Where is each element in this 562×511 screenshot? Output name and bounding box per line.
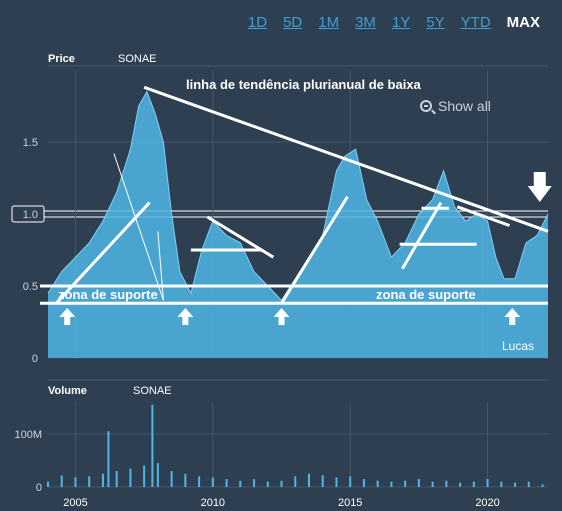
- volume-bar: [321, 475, 324, 487]
- x-tick-label: 2005: [63, 497, 87, 509]
- price-tick-label: 0.5: [23, 281, 38, 293]
- volume-bar: [115, 471, 118, 487]
- price-tick-label: 1.5: [23, 137, 38, 149]
- volume-bar: [266, 481, 269, 487]
- volume-bar: [362, 479, 365, 487]
- range-5d-button[interactable]: 5D: [283, 14, 303, 31]
- volume-bar: [404, 480, 407, 487]
- volume-bar: [390, 481, 393, 487]
- volume-bar: [60, 475, 63, 487]
- annotation-stroke: [401, 201, 443, 270]
- range-3m-button[interactable]: 3M: [355, 14, 376, 31]
- volume-bar: [280, 480, 283, 487]
- price-axis-title: Price: [48, 53, 75, 65]
- volume-bar: [129, 468, 132, 487]
- volume-bar: [349, 476, 352, 487]
- volume-bar: [239, 480, 242, 487]
- range-1m-button[interactable]: 1M: [318, 14, 340, 31]
- volume-bar: [459, 482, 462, 487]
- annotation-stroke: [280, 195, 349, 305]
- show-all-button[interactable]: Show all: [420, 98, 491, 114]
- x-tick-label: 2010: [201, 497, 225, 509]
- volume-bar: [156, 463, 159, 487]
- trendline-label: linha de tendência plurianual de baixa: [186, 77, 422, 92]
- price-tick-label: 1.0: [23, 209, 38, 221]
- zoom-out-icon: [420, 100, 432, 112]
- volume-bar: [335, 477, 338, 487]
- price-tick-label: 0: [32, 353, 38, 365]
- annotation-stroke: [55, 201, 151, 305]
- volume-bar: [472, 481, 475, 487]
- up-arrow-icon: [177, 308, 194, 325]
- downtrend-line: [143, 85, 549, 233]
- lucas-label: Lucas: [502, 339, 534, 353]
- volume-bar: [225, 479, 228, 487]
- volume-bar: [294, 476, 297, 487]
- volume-bar: [184, 473, 187, 487]
- up-arrow-icon: [504, 308, 521, 325]
- volume-bar: [74, 477, 77, 487]
- range-selector: 1D 5D 1M 3M 1Y 5Y YTD MAX: [232, 14, 540, 31]
- range-1y-button[interactable]: 1Y: [391, 14, 411, 31]
- volume-bar: [47, 481, 49, 487]
- volume-bar: [107, 431, 110, 487]
- down-arrow-icon: [527, 172, 552, 202]
- volume-bar: [514, 482, 517, 487]
- volume-bar: [170, 471, 173, 487]
- volume-tick-label: 0: [36, 482, 42, 494]
- range-max-button[interactable]: MAX: [506, 14, 540, 31]
- volume-bar: [486, 479, 489, 487]
- up-arrow-icon: [273, 308, 290, 325]
- price-highlight-box: [11, 205, 45, 223]
- x-tick-label: 2020: [475, 497, 499, 509]
- volume-axis-title: Volume: [48, 385, 87, 397]
- range-1d-button[interactable]: 1D: [247, 14, 268, 31]
- volume-bar: [253, 479, 256, 487]
- show-all-label: Show all: [438, 98, 491, 114]
- annotation-stroke: [456, 205, 511, 227]
- range-ytd-button[interactable]: YTD: [460, 14, 491, 31]
- volume-bar: [431, 481, 434, 487]
- up-arrow-icon: [59, 308, 76, 325]
- volume-bar: [541, 484, 544, 487]
- volume-bar: [211, 477, 214, 487]
- price-series-label: SONAE: [118, 53, 157, 65]
- volume-bar: [376, 480, 379, 487]
- volume-tick-label: 100M: [14, 429, 42, 441]
- annotation-stroke: [113, 153, 164, 301]
- support-zone-label: zona de suporte: [376, 287, 476, 302]
- price-area: [48, 91, 548, 358]
- volume-bar: [198, 476, 201, 487]
- volume-bar: [417, 479, 420, 487]
- volume-series-label: SONAE: [133, 385, 172, 397]
- volume-bar: [101, 473, 104, 487]
- volume-bar: [527, 481, 530, 487]
- volume-bar: [151, 404, 154, 487]
- x-tick-label: 2015: [338, 497, 362, 509]
- range-5y-button[interactable]: 5Y: [426, 14, 445, 31]
- volume-bar: [500, 481, 503, 487]
- volume-bar: [143, 465, 146, 487]
- volume-bar: [307, 473, 310, 487]
- support-zone-label: zona de suporte: [58, 287, 158, 302]
- volume-bar: [88, 476, 91, 487]
- volume-bar: [445, 480, 448, 487]
